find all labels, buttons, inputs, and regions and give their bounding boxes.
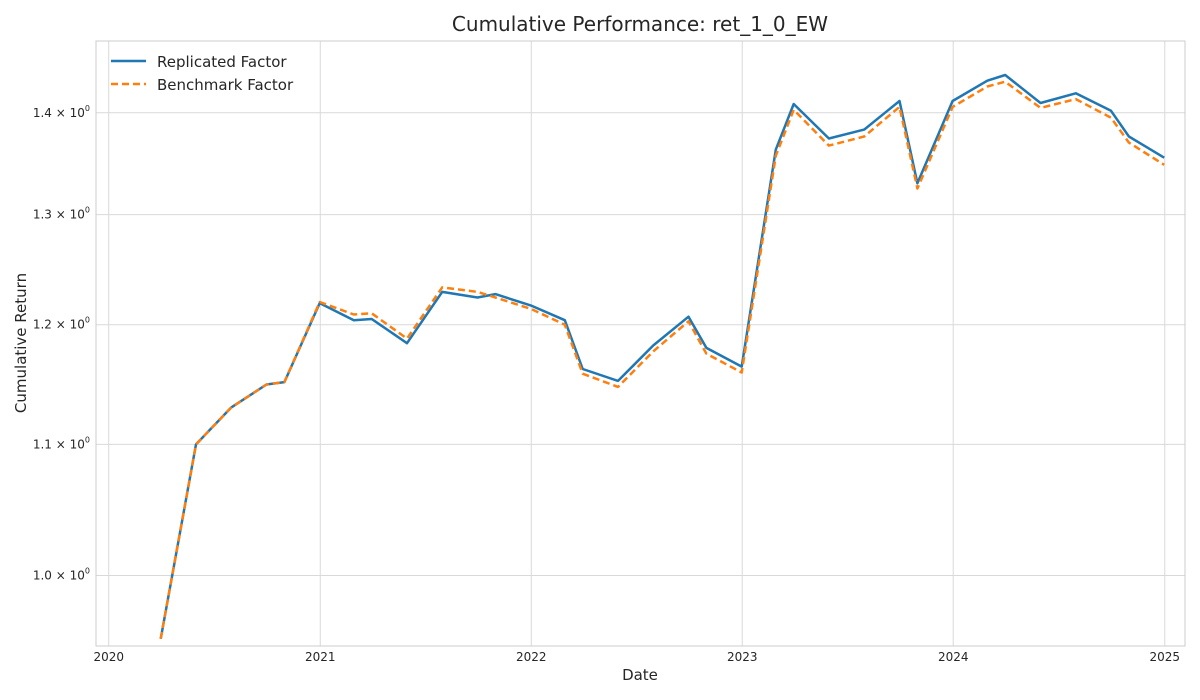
y-tick-base: 1.4 × 10 — [33, 106, 85, 120]
x-tick-label: 2020 — [93, 650, 124, 664]
y-axis-label: Cumulative Return — [12, 273, 30, 413]
y-tick-label: 1.1 × 100 — [33, 435, 90, 451]
y-tick-base: 1.3 × 10 — [33, 208, 85, 222]
x-tick-label: 2021 — [305, 650, 336, 664]
y-tick-base: 1.2 × 10 — [33, 318, 85, 332]
grid-layer — [96, 41, 1185, 646]
legend-label-replicated: Replicated Factor — [157, 53, 287, 71]
y-tick-label: 1.4 × 100 — [33, 104, 90, 120]
y-tick-label: 1.2 × 100 — [33, 316, 90, 332]
y-tick-base: 1.0 × 10 — [33, 568, 85, 582]
y-tick-label: 1.3 × 100 — [33, 206, 90, 222]
legend-label-benchmark: Benchmark Factor — [157, 76, 294, 94]
y-tick-exponent: 0 — [85, 435, 90, 444]
x-tick-label: 2024 — [938, 650, 969, 664]
x-tick-label: 2023 — [727, 650, 758, 664]
series-line-replicated-factor — [159, 73, 1165, 640]
y-tick-label: 1.0 × 100 — [33, 566, 90, 582]
plot-frame — [95, 40, 1186, 647]
y-tick-base: 1.1 × 10 — [33, 437, 85, 451]
legend: Replicated Factor Benchmark Factor — [111, 53, 294, 94]
x-tick-label: 2022 — [516, 650, 547, 664]
y-tick-exponent: 0 — [85, 316, 90, 325]
y-tick-exponent: 0 — [85, 566, 90, 575]
x-axis-label: Date — [622, 666, 658, 684]
y-tick-exponent: 0 — [85, 206, 90, 215]
y-tick-exponent: 0 — [85, 104, 90, 113]
series-layer — [159, 73, 1165, 640]
x-tick-label: 2025 — [1149, 650, 1180, 664]
chart-title: Cumulative Performance: ret_1_0_EW — [452, 12, 828, 36]
series-line-benchmark-factor — [159, 80, 1165, 640]
